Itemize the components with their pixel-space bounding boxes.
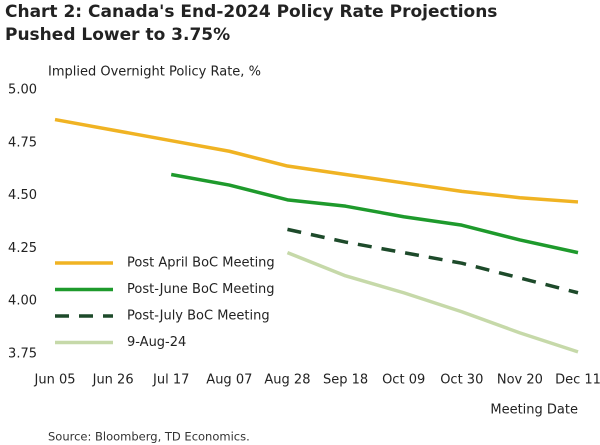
chart-title: Pushed Lower to 3.75% [5,25,230,45]
legend-label: Post April BoC Meeting [127,256,275,271]
x-tick-label: Jun 05 [34,373,76,388]
x-tick-label: Oct 30 [440,373,483,388]
y-tick-label: 4.50 [8,188,37,203]
series-line [286,250,579,354]
x-tick-label: Nov 20 [497,373,543,388]
series-line [287,227,579,295]
y-tick-label: 5.00 [8,83,37,98]
legend-label: 9-Aug-24 [127,335,186,350]
chart-title: Chart 2: Canada's End-2024 Policy Rate P… [5,2,497,22]
y-tick-label: 4.00 [8,294,37,309]
x-tick-label: Jun 26 [92,373,134,388]
x-tick-label: Aug 07 [206,373,252,388]
chart-subtitle: Implied Overnight Policy Rate, % [48,65,261,80]
x-tick-label: Aug 28 [264,373,310,388]
x-tick-label: Jul 17 [152,373,189,388]
y-tick-label: 3.75 [8,347,37,362]
legend-label: Post-July BoC Meeting [127,309,270,324]
x-tick-label: Sep 18 [323,373,368,388]
y-tick-label: 4.75 [8,135,37,150]
x-tick-label: Dec 11 [555,373,600,388]
y-tick-label: 4.25 [8,241,37,256]
series-line [170,172,579,255]
source: Source: Bloomberg, TD Economics. [48,430,250,444]
x-axis-label: Meeting Date [490,403,578,418]
legend-label: Post-June BoC Meeting [127,282,275,297]
series-line [54,117,579,204]
x-tick-label: Oct 09 [382,373,425,388]
